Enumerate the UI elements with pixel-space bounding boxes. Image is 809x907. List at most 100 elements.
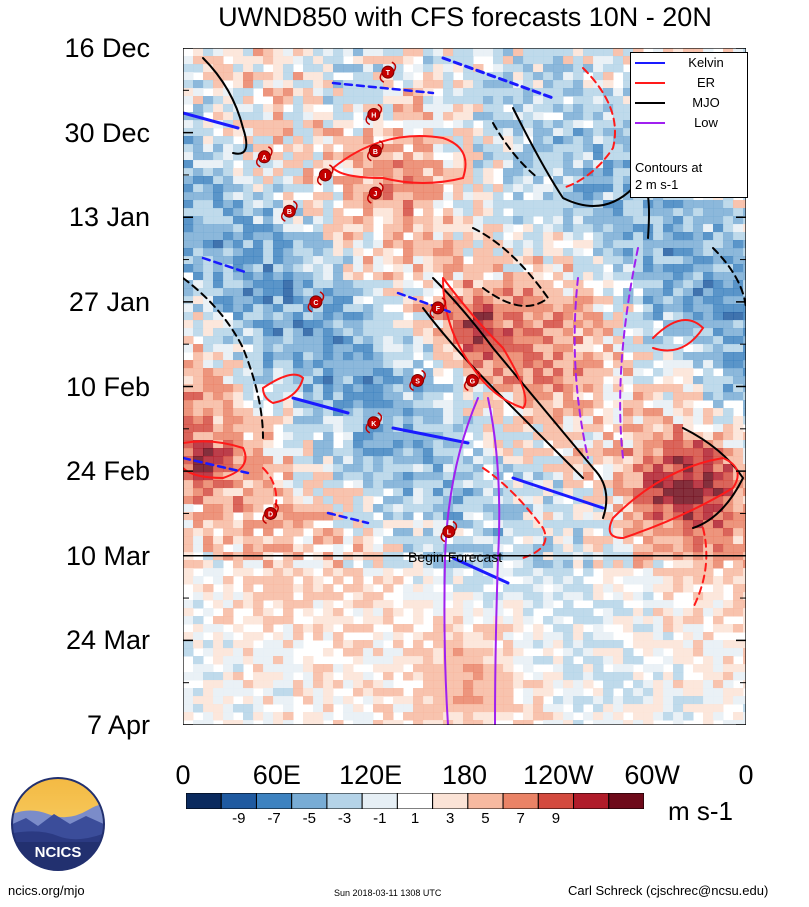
field-cell — [673, 432, 684, 441]
field-cell — [563, 160, 574, 169]
field-cell — [183, 600, 194, 609]
field-cell — [553, 608, 564, 617]
field-cell — [203, 152, 214, 161]
field-cell — [363, 72, 374, 81]
field-cell — [673, 320, 684, 329]
field-cell — [503, 520, 514, 529]
field-cell — [403, 392, 414, 401]
field-cell — [743, 384, 746, 393]
field-cell — [483, 704, 494, 713]
field-cell — [583, 368, 594, 377]
field-cell — [213, 504, 224, 513]
field-cell — [553, 664, 564, 673]
field-cell — [213, 264, 224, 273]
field-cell — [493, 312, 504, 321]
field-cell — [663, 688, 674, 697]
field-cell — [513, 560, 524, 569]
field-cell — [503, 264, 514, 273]
field-cell — [473, 416, 484, 425]
field-cell — [683, 288, 694, 297]
colorbar-tick-label: 5 — [481, 810, 490, 827]
field-cell — [263, 432, 274, 441]
field-cell — [363, 504, 374, 513]
field-cell — [533, 296, 544, 305]
field-cell — [363, 536, 374, 545]
field-cell — [633, 368, 644, 377]
field-cell — [183, 392, 194, 401]
footer-url[interactable]: ncics.org/mjo — [8, 883, 85, 898]
field-cell — [573, 96, 584, 105]
field-cell — [473, 128, 484, 137]
field-cell — [433, 472, 444, 481]
field-cell — [533, 48, 544, 57]
field-cell — [443, 520, 454, 529]
field-cell — [673, 720, 684, 725]
field-cell — [343, 672, 354, 681]
field-cell — [733, 648, 744, 657]
field-cell — [563, 488, 574, 497]
field-cell — [273, 48, 284, 57]
field-cell — [553, 160, 564, 169]
field-cell — [213, 240, 224, 249]
field-cell — [433, 160, 444, 169]
field-cell — [463, 288, 474, 297]
field-cell — [323, 344, 334, 353]
field-cell — [723, 200, 734, 209]
field-cell — [523, 80, 534, 89]
field-cell — [583, 456, 594, 465]
legend-note-line-1: Contours at — [635, 160, 703, 175]
field-cell — [343, 280, 354, 289]
field-cell — [453, 680, 464, 689]
field-cell — [313, 688, 324, 697]
field-cell — [213, 520, 224, 529]
field-cell — [353, 232, 364, 241]
field-cell — [743, 592, 746, 601]
field-cell — [493, 616, 504, 625]
field-cell — [213, 376, 224, 385]
field-cell — [393, 632, 404, 641]
field-cell — [723, 688, 734, 697]
field-cell — [633, 576, 644, 585]
field-cell — [573, 304, 584, 313]
field-cell — [333, 560, 344, 569]
field-cell — [453, 128, 464, 137]
field-cell — [683, 232, 694, 241]
field-cell — [703, 344, 714, 353]
field-cell — [573, 352, 584, 361]
field-cell — [283, 336, 294, 345]
field-cell — [693, 528, 704, 537]
field-cell — [343, 640, 354, 649]
field-cell — [603, 648, 614, 657]
field-cell — [583, 320, 594, 329]
field-cell — [333, 296, 344, 305]
field-cell — [263, 592, 274, 601]
field-cell — [693, 288, 704, 297]
field-cell — [433, 120, 444, 129]
field-cell — [583, 48, 594, 57]
field-cell — [603, 696, 614, 705]
field-cell — [683, 368, 694, 377]
field-cell — [603, 512, 614, 521]
field-cell — [203, 624, 214, 633]
field-cell — [593, 120, 604, 129]
field-cell — [513, 704, 524, 713]
field-cell — [573, 640, 584, 649]
field-cell — [303, 712, 314, 721]
field-cell — [253, 480, 264, 489]
field-cell — [363, 424, 374, 433]
field-cell — [203, 712, 214, 721]
field-cell — [393, 296, 404, 305]
field-cell — [293, 104, 304, 113]
field-cell — [433, 48, 444, 57]
field-cell — [703, 440, 714, 449]
field-cell — [253, 448, 264, 457]
field-cell — [663, 336, 674, 345]
field-cell — [213, 96, 224, 105]
field-cell — [203, 168, 214, 177]
field-cell — [463, 696, 474, 705]
field-cell — [183, 288, 194, 297]
field-cell — [333, 104, 344, 113]
field-cell — [713, 216, 724, 225]
field-cell — [243, 176, 254, 185]
field-cell — [453, 568, 464, 577]
